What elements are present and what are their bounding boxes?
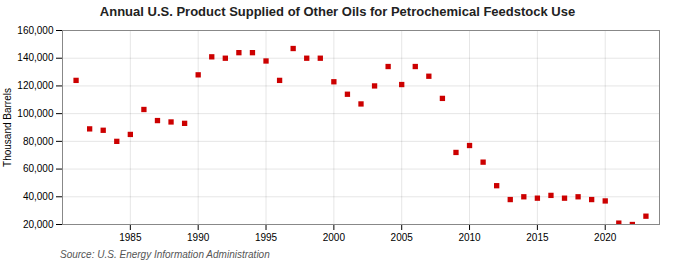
- svg-text:40,000: 40,000: [23, 191, 54, 202]
- svg-text:2015: 2015: [526, 232, 549, 243]
- svg-text:20,000: 20,000: [23, 219, 54, 230]
- svg-text:1995: 1995: [255, 232, 278, 243]
- svg-text:60,000: 60,000: [23, 163, 54, 174]
- svg-text:80,000: 80,000: [23, 136, 54, 147]
- svg-text:2020: 2020: [594, 232, 617, 243]
- html-text:Source: U.S. Energy Informatio: Source: U.S. Energy Information Administ…: [60, 249, 270, 260]
- svg-text:Thousand Barrels: Thousand Barrels: [2, 88, 13, 167]
- svg-text:1985: 1985: [119, 232, 142, 243]
- svg-text:100,000: 100,000: [17, 108, 54, 119]
- svg-text:120,000: 120,000: [17, 80, 54, 91]
- svg-text:140,000: 140,000: [17, 52, 54, 63]
- html-text:Annual U.S. Product Supplied o: Annual U.S. Product Supplied of Other Oi…: [99, 4, 576, 19]
- svg-text:160,000: 160,000: [17, 25, 54, 36]
- svg-text:2005: 2005: [391, 232, 414, 243]
- svg-text:2010: 2010: [458, 232, 481, 243]
- svg-text:1990: 1990: [187, 232, 210, 243]
- svg-text:2000: 2000: [323, 232, 346, 243]
